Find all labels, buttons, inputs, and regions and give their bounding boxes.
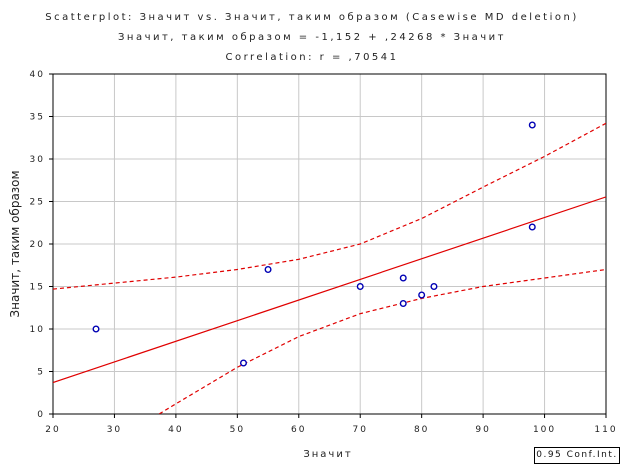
- x-tick-label: 40: [168, 425, 183, 435]
- y-tick-label: 10: [30, 325, 45, 335]
- data-point: [399, 300, 407, 308]
- data-point: [399, 274, 407, 282]
- data-point: [528, 223, 536, 231]
- y-tick-label: 35: [30, 113, 45, 123]
- y-tick-label: 0: [37, 410, 45, 420]
- y-tick-label: 20: [30, 240, 45, 250]
- x-tick-label: 50: [230, 425, 245, 435]
- data-point: [264, 266, 272, 274]
- regression-line: [53, 196, 606, 384]
- chart-equation: Значит, таким образом = -1,152 + ,24268 …: [118, 32, 506, 43]
- y-tick-label: 40: [30, 70, 45, 80]
- data-point: [430, 283, 438, 291]
- data-point: [528, 121, 536, 129]
- x-tick-label: 30: [107, 425, 122, 435]
- grid: [53, 74, 606, 414]
- x-tick-label: 100: [533, 425, 556, 435]
- series: [53, 122, 606, 414]
- x-tick-label: 80: [414, 425, 429, 435]
- data-point: [239, 359, 247, 367]
- x-tick-label: 60: [291, 425, 306, 435]
- confidence-band-lower: [157, 268, 606, 414]
- data-points: [92, 121, 536, 367]
- x-tick-label: 20: [45, 425, 60, 435]
- y-tick-label: 25: [30, 198, 45, 208]
- x-axis-label: Значит: [303, 449, 352, 460]
- chart-correlation: Correlation: r = ,70541: [225, 52, 399, 63]
- confidence-interval-legend: 0.95 Conf.Int.: [534, 447, 620, 464]
- y-tick-label: 15: [30, 283, 45, 293]
- confidence-band-upper: [53, 122, 606, 290]
- data-point: [92, 325, 100, 333]
- data-point: [356, 283, 364, 291]
- x-tick-label: 90: [475, 425, 490, 435]
- y-axis-label: Значит, таким образом: [8, 170, 22, 317]
- axis-ticks: 20 30 40 50 60 70 80 90 100 110 0 5 10 15 20 25 30 35 40: [30, 70, 617, 435]
- x-tick-label: 110: [594, 425, 617, 435]
- x-tick-label: 70: [352, 425, 367, 435]
- y-tick-label: 5: [37, 368, 45, 378]
- y-tick-label: 30: [30, 155, 45, 165]
- data-point: [418, 291, 426, 299]
- chart-title: Scatterplot: Значит vs. Значит, таким об…: [45, 12, 579, 23]
